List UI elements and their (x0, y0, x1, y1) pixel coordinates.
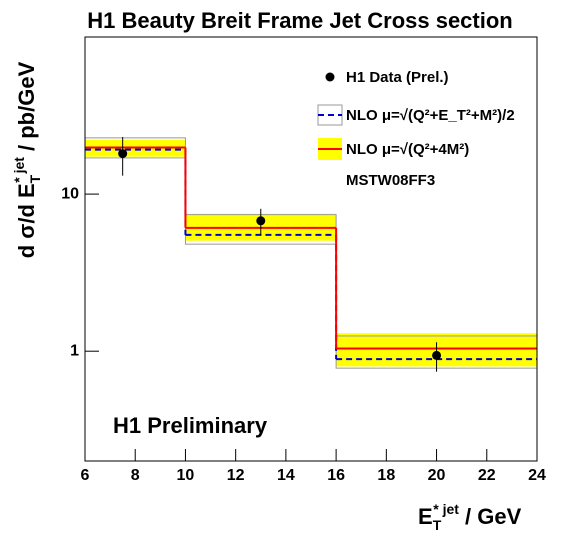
y-axis-label: d σ/d ET* jet / pb/GeV (11, 61, 43, 258)
y-label-main: d σ/d E (14, 183, 39, 258)
x-label-sub: T (433, 517, 442, 533)
x-label-sup: * jet (433, 501, 459, 517)
y-label-sub: T (27, 174, 43, 183)
x-tick-label: 10 (177, 467, 195, 484)
x-tick-label: 24 (528, 467, 546, 484)
legend-label: H1 Data (Prel.) (346, 69, 449, 86)
y-tick-label: 10 (61, 185, 79, 202)
y-label-sup: * jet (11, 157, 27, 183)
x-tick-label: 16 (327, 467, 345, 484)
legend-label: NLO μ=√(Q²+E_T²+M²)/2 (346, 107, 515, 124)
x-label-unit: / GeV (459, 504, 522, 529)
x-tick-label: 18 (377, 467, 395, 484)
data-point (256, 216, 266, 226)
x-label-main: E (418, 504, 433, 529)
y-tick-label: 1 (70, 342, 79, 359)
x-tick-label: 12 (227, 467, 245, 484)
x-tick-label: 8 (131, 467, 140, 484)
legend-label: NLO μ=√(Q²+4M²) (346, 141, 469, 158)
annotation: H1 Preliminary (113, 413, 268, 438)
x-tick-label: 6 (81, 467, 90, 484)
x-axis-label: ET* jet / GeV (418, 501, 522, 533)
chart-title: H1 Beauty Breit Frame Jet Cross section (87, 8, 513, 33)
plot-frame (84, 36, 538, 462)
data-point (118, 149, 128, 159)
x-tick-label: 14 (277, 467, 295, 484)
legend-marker (325, 72, 335, 82)
y-label-unit: / pb/GeV (14, 61, 39, 157)
note: MSTW08FF3 (346, 172, 435, 189)
x-tick-label: 22 (478, 467, 496, 484)
data-point (432, 350, 442, 360)
x-tick-label: 20 (428, 467, 446, 484)
